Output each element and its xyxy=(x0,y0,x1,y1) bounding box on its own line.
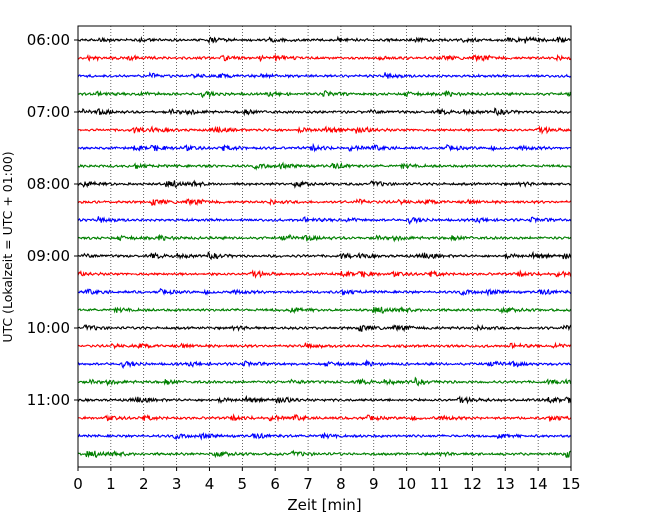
trace-line xyxy=(77,161,572,171)
trace-line xyxy=(77,341,572,350)
x-tick-label: 11 xyxy=(430,475,449,493)
y-tick-label: 06:00 xyxy=(27,31,70,49)
x-axis: 0 1 2 3 4 5 6 7 8 9 10 11 12 13 14 15 xyxy=(73,467,581,493)
trace-line xyxy=(77,376,572,387)
trace-line xyxy=(77,89,572,99)
trace-line xyxy=(77,250,572,261)
y-axis: 06:00 07:00 08:00 09:00 10:00 11:00 xyxy=(27,31,78,409)
y-tick-label: 07:00 xyxy=(27,103,70,121)
trace-line xyxy=(77,216,572,226)
x-axis-label: Zeit [min] xyxy=(287,496,361,514)
x-tick-label: 0 xyxy=(73,475,83,493)
x-tick-label: 8 xyxy=(336,475,346,493)
y-axis-label: UTC (Lokalzeit = UTC + 01:00) xyxy=(0,151,15,342)
trace-line xyxy=(77,53,572,63)
trace-line xyxy=(77,233,572,243)
trace-line xyxy=(77,287,572,297)
trace-line xyxy=(77,323,572,333)
trace-line xyxy=(77,197,572,207)
x-tick-label: 2 xyxy=(139,475,149,493)
trace-line xyxy=(77,431,572,441)
trace-line xyxy=(77,125,572,135)
trace-line xyxy=(77,413,572,423)
trace-line xyxy=(77,449,572,459)
traces xyxy=(77,35,572,459)
y-tick-label: 10:00 xyxy=(27,319,70,337)
trace-line xyxy=(77,71,572,80)
trace-line xyxy=(77,107,572,117)
trace-line xyxy=(77,359,572,369)
x-tick-label: 1 xyxy=(106,475,116,493)
y-tick-label: 11:00 xyxy=(27,391,70,409)
x-tick-label: 3 xyxy=(172,475,182,493)
trace-line xyxy=(77,394,572,405)
x-tick-label: 13 xyxy=(496,475,515,493)
trace-line xyxy=(77,306,572,315)
trace-line xyxy=(77,35,572,45)
trace-line xyxy=(77,179,572,189)
x-tick-label: 7 xyxy=(303,475,313,493)
plot-frame xyxy=(77,25,572,468)
y-tick-label: 09:00 xyxy=(27,247,70,265)
x-tick-label: 10 xyxy=(397,475,416,493)
trace-line xyxy=(77,269,572,279)
x-tick-label: 4 xyxy=(205,475,215,493)
x-tick-label: 5 xyxy=(238,475,248,493)
x-tick-label: 6 xyxy=(270,475,280,493)
x-tick-label: 15 xyxy=(561,475,580,493)
x-tick-label: 12 xyxy=(463,475,482,493)
x-tick-label: 14 xyxy=(529,475,548,493)
x-tick-label: 9 xyxy=(369,475,379,493)
y-tick-label: 08:00 xyxy=(27,175,70,193)
trace-line xyxy=(77,142,572,153)
